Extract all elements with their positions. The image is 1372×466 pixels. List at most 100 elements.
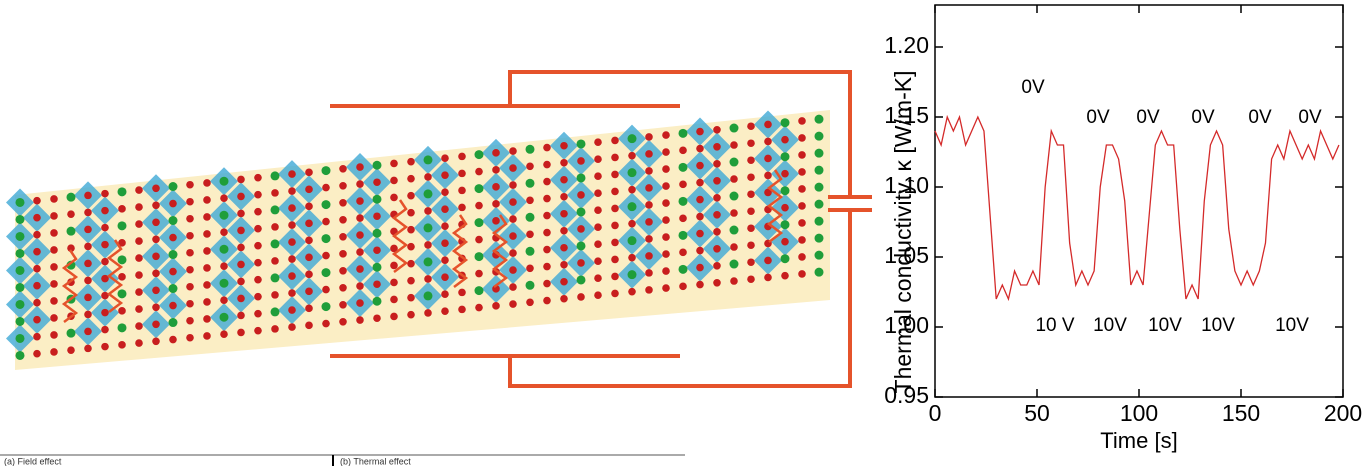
atom xyxy=(678,162,688,172)
atom xyxy=(662,199,670,207)
atom xyxy=(254,190,262,199)
atom xyxy=(372,228,382,238)
y-tick-label: 0.95 xyxy=(884,382,929,408)
atom xyxy=(356,265,364,273)
annotation: 10V xyxy=(1148,315,1182,336)
atom xyxy=(372,262,382,272)
atom xyxy=(560,243,568,252)
data-line xyxy=(934,114,1340,302)
atom xyxy=(764,120,772,129)
atom xyxy=(594,240,602,248)
atom xyxy=(764,171,772,180)
atom xyxy=(814,267,824,277)
atom xyxy=(305,287,313,296)
atom xyxy=(492,302,500,310)
atom xyxy=(288,323,296,331)
atom xyxy=(730,209,738,217)
atom xyxy=(50,331,58,339)
atom xyxy=(254,224,262,233)
atom xyxy=(730,277,738,285)
lattice-illustration xyxy=(6,110,830,370)
atom xyxy=(509,164,517,172)
atom xyxy=(270,205,280,215)
atom xyxy=(50,195,58,203)
atom xyxy=(458,288,466,297)
atom xyxy=(627,168,637,178)
atom xyxy=(50,314,58,322)
atom xyxy=(407,191,415,200)
atom xyxy=(390,295,398,304)
atom xyxy=(814,148,824,158)
atom xyxy=(33,298,41,307)
atom xyxy=(186,299,194,308)
atom xyxy=(475,201,483,210)
atom xyxy=(288,221,296,229)
atom xyxy=(84,259,92,268)
atom xyxy=(628,219,636,228)
atom xyxy=(220,262,228,271)
atom xyxy=(15,350,25,360)
atom xyxy=(305,270,313,279)
atom xyxy=(576,173,586,183)
atom xyxy=(135,186,143,194)
atom xyxy=(135,322,143,330)
atom xyxy=(662,131,670,139)
x-tick-label: 150 xyxy=(1222,400,1260,426)
atom xyxy=(117,187,127,197)
atom xyxy=(576,241,586,251)
atom xyxy=(679,214,687,223)
atom xyxy=(729,157,739,167)
atom xyxy=(33,264,41,273)
atom xyxy=(237,277,245,286)
atom xyxy=(526,196,534,205)
y-tick-label: 1.15 xyxy=(884,102,929,128)
atom xyxy=(645,201,653,209)
atom xyxy=(798,253,806,261)
atom xyxy=(84,208,92,217)
atom xyxy=(152,218,160,227)
atom xyxy=(322,285,330,294)
atom xyxy=(254,309,262,318)
atom xyxy=(288,306,296,314)
table-heading: (a) Field effect xyxy=(4,456,62,466)
atom xyxy=(219,278,229,288)
atom xyxy=(168,250,178,260)
atom xyxy=(492,166,500,174)
atom xyxy=(135,237,143,245)
atom xyxy=(117,255,127,265)
atom xyxy=(662,148,670,156)
atom xyxy=(747,241,755,250)
atom xyxy=(84,344,92,353)
atom xyxy=(321,302,331,312)
atom xyxy=(237,311,245,320)
atom xyxy=(84,310,92,319)
atom xyxy=(407,208,415,217)
atom xyxy=(713,227,721,236)
atom xyxy=(696,229,704,238)
y-axis-label: Thermal conductivity, κ [W/m-K] xyxy=(890,71,916,394)
atom xyxy=(101,274,109,283)
atom xyxy=(186,282,194,291)
atom xyxy=(169,335,177,344)
atom xyxy=(729,259,739,269)
atom xyxy=(169,199,177,208)
atom xyxy=(339,164,347,173)
atom xyxy=(372,296,382,306)
table-fragment: (a) Field effect (b) Thermal effect xyxy=(0,454,685,466)
atom xyxy=(356,248,364,256)
atom xyxy=(186,180,194,189)
atom xyxy=(577,157,585,165)
atom xyxy=(729,123,739,133)
atom xyxy=(696,195,704,204)
electrode-circuit xyxy=(330,70,872,388)
atom xyxy=(577,293,585,301)
atom xyxy=(713,278,721,287)
atom xyxy=(543,143,551,152)
phonon-wave xyxy=(61,249,79,323)
atom xyxy=(441,188,449,196)
atom xyxy=(321,234,331,244)
atom xyxy=(33,315,41,324)
atom xyxy=(203,298,211,306)
atom xyxy=(356,214,364,222)
atom xyxy=(814,114,824,124)
